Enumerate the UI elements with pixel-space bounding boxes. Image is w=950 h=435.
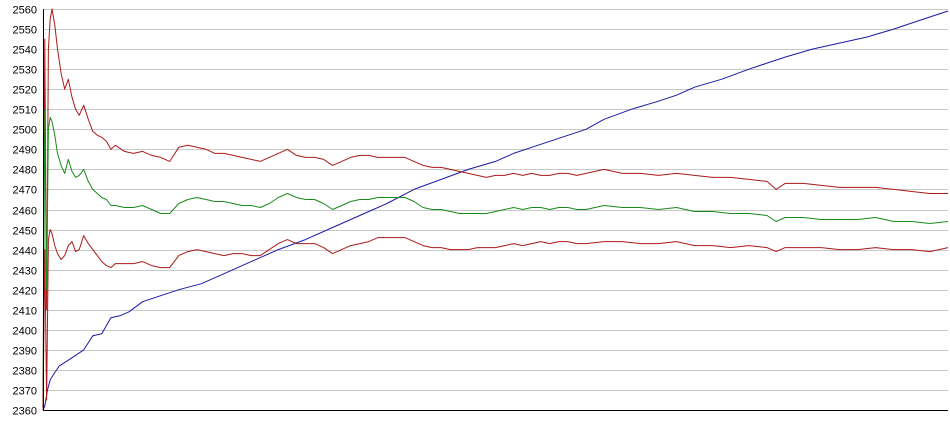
series-line-3 — [42, 108, 949, 411]
y-tick-label: 2510 — [13, 105, 37, 117]
y-tick-label: 2530 — [13, 65, 37, 77]
y-tick-label: 2480 — [13, 165, 37, 177]
y-tick-label: 2370 — [13, 386, 37, 398]
y-tick-label: 2460 — [13, 206, 37, 218]
y-tick-label: 2380 — [13, 366, 37, 378]
y-tick-label: 2440 — [13, 246, 37, 258]
y-tick-labels: 2560 2550 2540 2530 2520 2510 2500 2490 2480 2470… — [13, 5, 37, 418]
y-tick-label: 2450 — [13, 226, 37, 238]
y-tick-label: 2360 — [13, 406, 37, 418]
y-tick-label: 2470 — [13, 185, 37, 197]
series-line-1 — [42, 10, 949, 411]
series-line-4 — [42, 229, 949, 411]
y-tick-label: 2420 — [13, 286, 37, 298]
y-tick-label: 2490 — [13, 145, 37, 157]
y-tick-label: 2520 — [13, 85, 37, 97]
series-lines — [42, 8, 949, 411]
y-tick-label: 2560 — [13, 5, 37, 17]
grid-lines — [43, 9, 948, 411]
y-tick-label: 2500 — [13, 125, 37, 137]
y-tick-label: 2410 — [13, 306, 37, 318]
y-tick-label: 2540 — [13, 45, 37, 57]
y-tick-label: 2400 — [13, 326, 37, 338]
y-tick-label: 2430 — [13, 266, 37, 278]
y-tick-label: 2550 — [13, 25, 37, 37]
y-tick-label: 2390 — [13, 346, 37, 358]
series-line-2 — [42, 8, 948, 411]
